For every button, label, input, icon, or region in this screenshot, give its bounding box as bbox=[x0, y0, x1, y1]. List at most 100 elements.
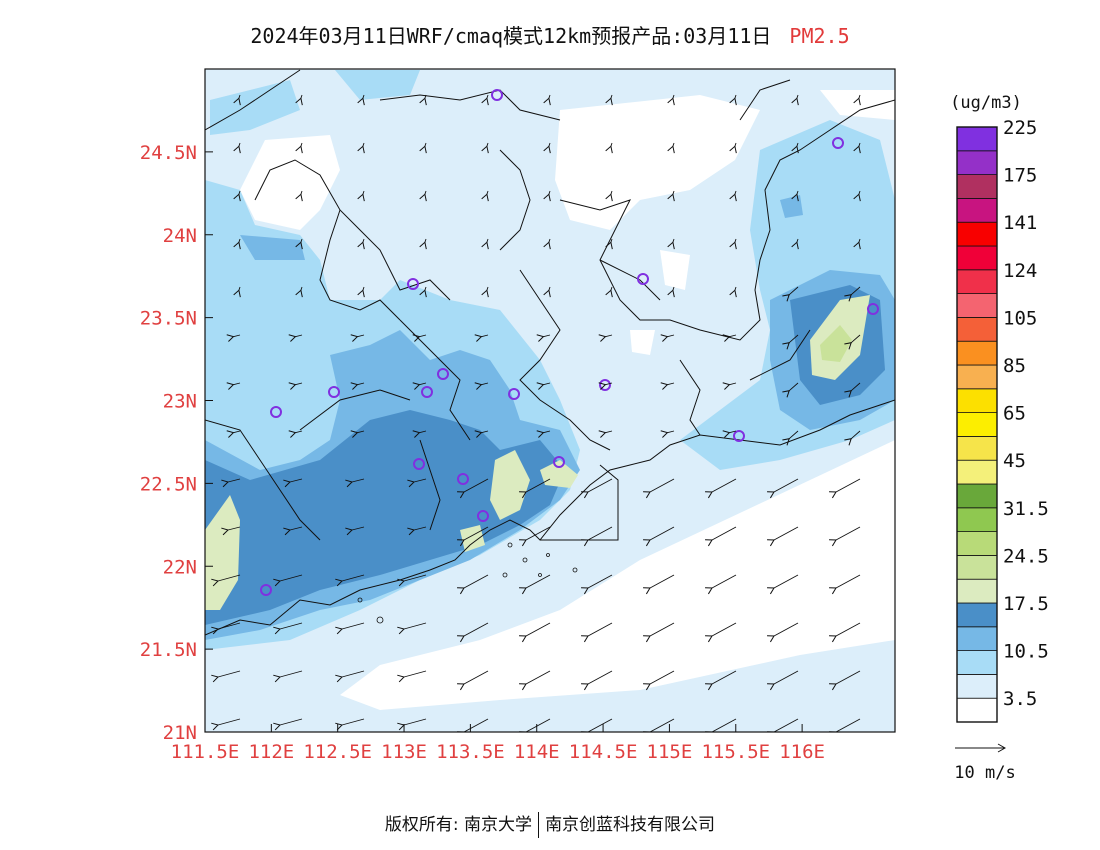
wind-arrow bbox=[481, 142, 489, 154]
wind-arrow bbox=[581, 718, 613, 732]
wind-arrow bbox=[211, 574, 241, 587]
wind-arrow bbox=[722, 382, 737, 390]
title-text: 2024年03月11日WRF/cmaq模式12km预报产品:03月11日 bbox=[250, 24, 772, 48]
wind-arrow bbox=[767, 574, 799, 595]
wind-arrow bbox=[791, 238, 799, 250]
wind-arrow bbox=[667, 238, 675, 250]
wind-arrow bbox=[782, 430, 799, 446]
wind-arrow bbox=[598, 382, 613, 390]
lat-tick-label: 24N bbox=[163, 225, 197, 247]
legend-label: 105 bbox=[1003, 307, 1037, 329]
legend-swatch bbox=[956, 340, 998, 366]
legend-swatch bbox=[956, 221, 998, 247]
wind-arrow bbox=[543, 238, 551, 250]
wind-arrow bbox=[397, 718, 427, 731]
wind-arrow bbox=[211, 670, 241, 683]
legend-label: 10.5 bbox=[1003, 641, 1049, 663]
pm25-level-10.5 bbox=[240, 235, 305, 260]
wind-arrow bbox=[357, 142, 365, 154]
lon-tick-label: 116E bbox=[779, 741, 825, 763]
wind-arrow bbox=[791, 94, 799, 106]
legend-swatch bbox=[956, 697, 998, 723]
wind-arrow bbox=[829, 670, 861, 691]
wind-arrow bbox=[481, 190, 489, 202]
legend-label: 85 bbox=[1003, 355, 1026, 377]
legend-label: 3.5 bbox=[1003, 688, 1037, 710]
lat-tick-label: 22N bbox=[163, 556, 197, 578]
wind-arrow bbox=[667, 190, 675, 202]
wind-arrow bbox=[350, 334, 365, 342]
wind-arrow bbox=[729, 94, 737, 106]
legend-label: 175 bbox=[1003, 165, 1037, 187]
wind-arrow bbox=[295, 94, 303, 106]
wind-arrow bbox=[667, 286, 675, 298]
wind-arrow bbox=[419, 94, 427, 106]
wind-arrow bbox=[519, 718, 551, 732]
wind-arrow bbox=[457, 574, 489, 595]
wind-arrow bbox=[705, 670, 737, 691]
wind-arrow bbox=[419, 190, 427, 202]
wind-arrow bbox=[345, 526, 365, 536]
wind-arrow bbox=[660, 334, 675, 342]
legend-swatch bbox=[956, 293, 998, 318]
wind-arrow bbox=[457, 478, 489, 499]
wind-arrow bbox=[729, 238, 737, 250]
wind-arrow bbox=[581, 670, 613, 691]
lon-tick-label: 114.5E bbox=[569, 741, 638, 763]
wind-arrow bbox=[536, 382, 551, 390]
lon-tick-label: 115E bbox=[647, 741, 693, 763]
legend-swatch bbox=[956, 150, 998, 176]
lon-tick-label: 112E bbox=[248, 741, 294, 763]
company-text: 南京创蓝科技有限公司 bbox=[545, 815, 716, 835]
wind-arrow bbox=[667, 94, 675, 106]
lat-tick-label: 23N bbox=[163, 391, 197, 413]
wind-arrow bbox=[729, 286, 737, 298]
wind-arrow bbox=[660, 382, 675, 390]
wind-arrow bbox=[605, 286, 613, 298]
wind-arrow bbox=[233, 142, 241, 154]
wind-arrow bbox=[481, 94, 489, 106]
wind-arrow bbox=[419, 142, 427, 154]
pm25-level-10.5-17.5 bbox=[335, 70, 420, 100]
wind-arrow bbox=[829, 478, 861, 499]
wind-arrow bbox=[273, 574, 303, 587]
wind-arrow bbox=[581, 478, 613, 499]
wind-arrow bbox=[705, 622, 737, 643]
wind-arrow bbox=[457, 670, 489, 691]
wind-arrow bbox=[729, 190, 737, 202]
copyright-text: 版权所有: 南京大学 bbox=[384, 815, 533, 835]
wind-arrow bbox=[357, 190, 365, 202]
wind-arrow bbox=[474, 334, 489, 342]
wind-arrow bbox=[643, 574, 675, 595]
legend-unit: (ug/m3) bbox=[950, 93, 1022, 113]
clean-area-sea bbox=[340, 440, 895, 710]
legend-swatch bbox=[956, 483, 998, 509]
legend-label: 225 bbox=[1003, 117, 1037, 139]
lon-tick-label: 113E bbox=[381, 741, 427, 763]
wind-arrow bbox=[481, 238, 489, 250]
wind-arrow bbox=[226, 334, 241, 342]
wind-arrow bbox=[211, 622, 241, 635]
wind-arrow bbox=[767, 718, 799, 732]
clean-area bbox=[240, 135, 340, 230]
wind-arrow bbox=[474, 430, 489, 438]
wind-arrow bbox=[407, 526, 427, 536]
wind-arrow bbox=[412, 430, 427, 438]
wind-arrow bbox=[233, 190, 241, 202]
wind-arrow bbox=[543, 94, 551, 106]
wind-arrow bbox=[211, 718, 241, 731]
pollutant-label: PM2.5 bbox=[789, 24, 850, 48]
wind-arrow bbox=[474, 382, 489, 390]
wind-arrow bbox=[782, 382, 799, 398]
wind-arrow bbox=[419, 286, 427, 298]
wind-arrow bbox=[295, 190, 303, 202]
wind-vectors bbox=[211, 94, 861, 732]
wind-arrow bbox=[667, 142, 675, 154]
wind-arrow bbox=[791, 142, 799, 154]
legend-swatch bbox=[956, 531, 998, 556]
pm25-level-17.5-24.5 bbox=[205, 410, 565, 625]
legend-swatch bbox=[956, 126, 998, 152]
wind-arrow bbox=[288, 382, 303, 390]
wind-arrow bbox=[273, 622, 303, 635]
wind-arrow bbox=[519, 574, 551, 595]
